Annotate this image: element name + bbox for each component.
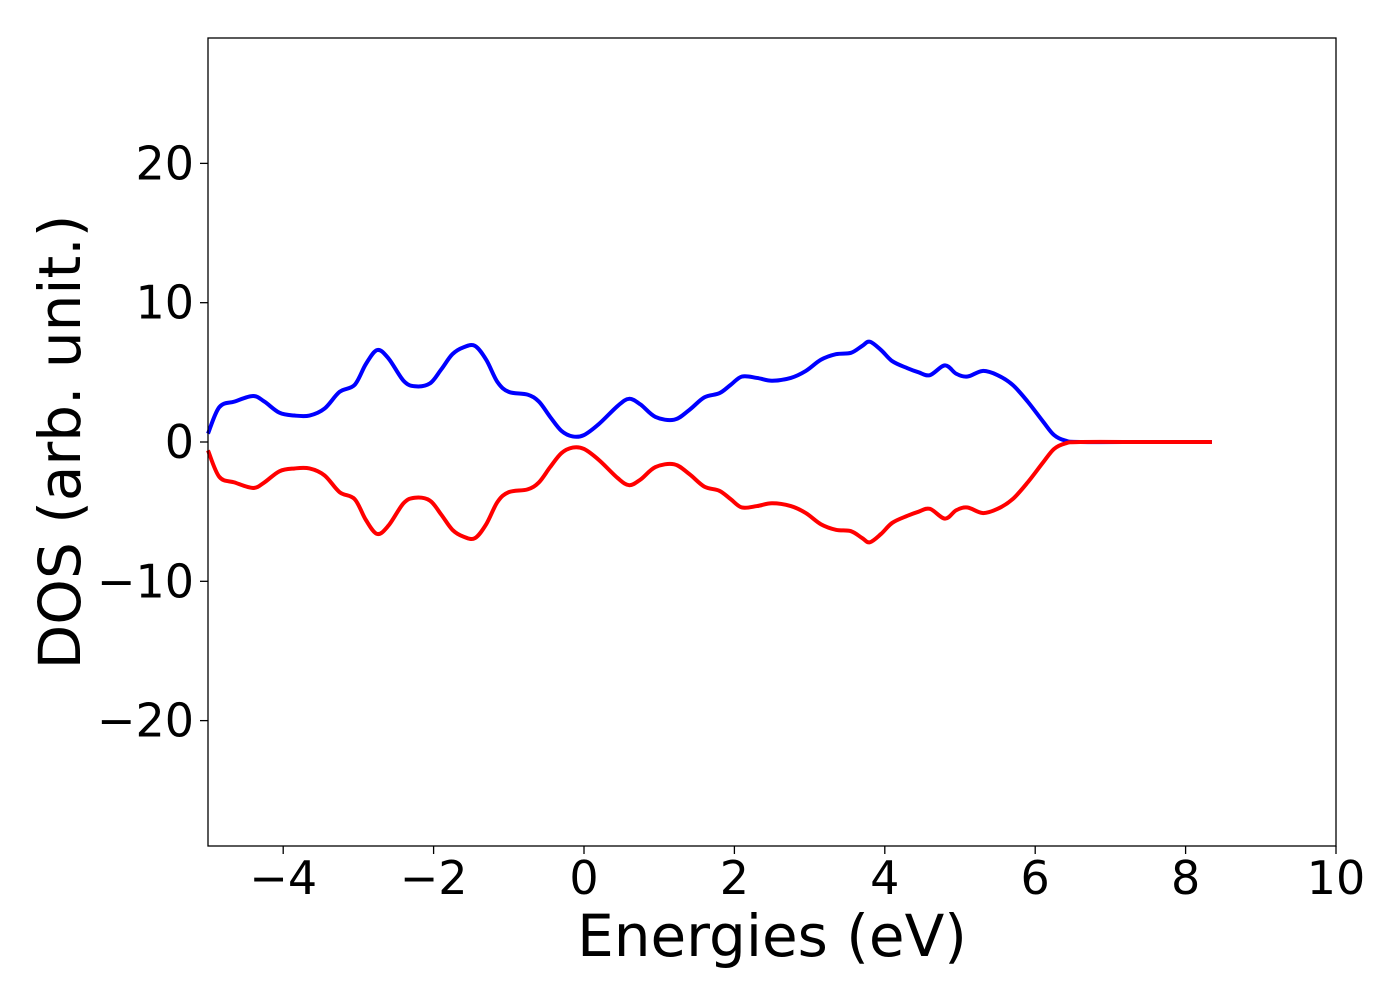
y-tick-label: −10: [97, 554, 194, 608]
y-tick-label: −20: [97, 694, 194, 748]
x-tick-label: −4: [249, 851, 317, 905]
y-axis-label: DOS (arb. unit.): [26, 215, 94, 670]
x-axis: −4 −2 0 2 4 6 8 10: [249, 846, 1365, 905]
x-tick-label: 10: [1307, 851, 1366, 905]
x-tick-label: 6: [1021, 851, 1050, 905]
series-line-spin-up: [206, 339, 1212, 445]
x-tick-label: 8: [1171, 851, 1200, 905]
y-axis: −20 −10 0 10 20: [97, 136, 208, 748]
x-tick-label: 2: [720, 851, 749, 905]
series-layer: [206, 339, 1212, 545]
y-tick-label: 10: [135, 276, 194, 330]
series-line-spin-down: [206, 439, 1212, 545]
x-tick-label: 0: [569, 851, 598, 905]
x-tick-label: −2: [400, 851, 468, 905]
x-axis-label: Energies (eV): [577, 902, 967, 970]
y-tick-label: 0: [165, 415, 194, 469]
x-tick-label: 4: [870, 851, 899, 905]
y-tick-label: 20: [135, 136, 194, 190]
